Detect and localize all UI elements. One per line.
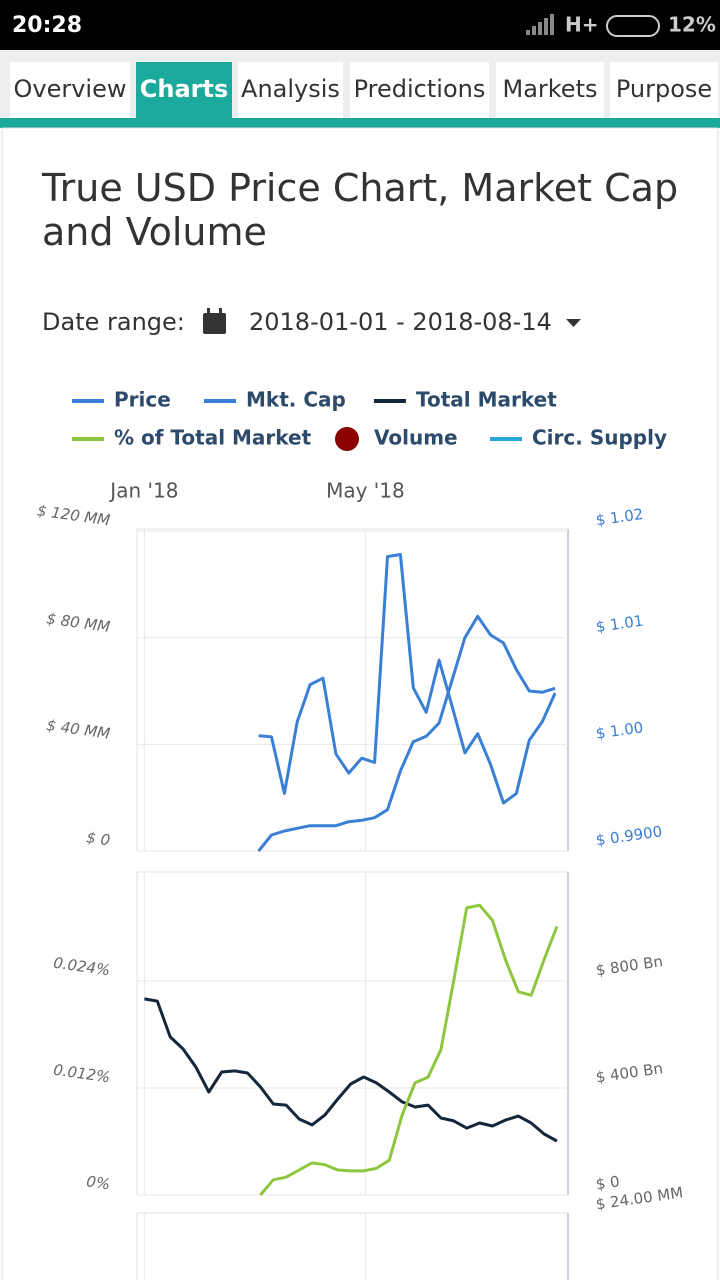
legend-label[interactable]: Circ. Supply <box>532 426 667 450</box>
legend-label[interactable]: Price <box>114 388 171 412</box>
tab-label[interactable]: Predictions <box>354 75 486 103</box>
tab-label[interactable]: Overview <box>14 75 127 103</box>
card <box>1 127 719 1280</box>
signal-icon <box>526 14 554 35</box>
tab-underline <box>0 118 720 128</box>
y-tick-label: $ 0 <box>85 828 111 849</box>
series-line <box>257 614 556 852</box>
series-line <box>258 553 557 805</box>
legend-marker <box>335 427 359 451</box>
tab[interactable] <box>610 62 718 118</box>
calendar-icon <box>203 308 226 334</box>
tab-label[interactable]: Analysis <box>241 75 340 103</box>
x-tick-label: Jan '18 <box>108 479 178 503</box>
series-line <box>259 903 559 1196</box>
tab-label[interactable]: Charts <box>140 75 229 103</box>
date-range-label: Date range: <box>42 308 185 336</box>
tab[interactable] <box>136 62 232 118</box>
legend-label[interactable]: Mkt. Cap <box>246 388 346 412</box>
page-title: True USD Price Chart, Market Cap and Vol… <box>42 166 679 254</box>
tab[interactable] <box>10 62 130 118</box>
x-tick-label: May '18 <box>326 479 405 503</box>
battery: 12% <box>668 13 716 37</box>
status-bar <box>0 0 720 50</box>
tab[interactable] <box>350 62 489 118</box>
y-tick-label: 0% <box>85 1172 111 1193</box>
tab[interactable] <box>238 62 343 118</box>
clock: 20:28 <box>12 13 82 38</box>
y2-tick-label: $ 0 <box>595 1172 621 1193</box>
dropdown-arrow[interactable] <box>566 319 581 327</box>
date-range[interactable]: 2018-01-01 - 2018-08-14 <box>249 308 552 336</box>
legend-label[interactable]: % of Total Market <box>114 426 312 450</box>
network: H+ <box>565 13 599 37</box>
tab-label[interactable]: Markets <box>502 75 597 103</box>
legend-label[interactable]: Volume <box>374 426 458 450</box>
tab[interactable] <box>496 62 604 118</box>
battery-icon <box>606 15 660 37</box>
legend-label[interactable]: Total Market <box>416 388 557 412</box>
tab-label[interactable]: Purpose <box>616 75 712 103</box>
series-line <box>144 997 558 1143</box>
